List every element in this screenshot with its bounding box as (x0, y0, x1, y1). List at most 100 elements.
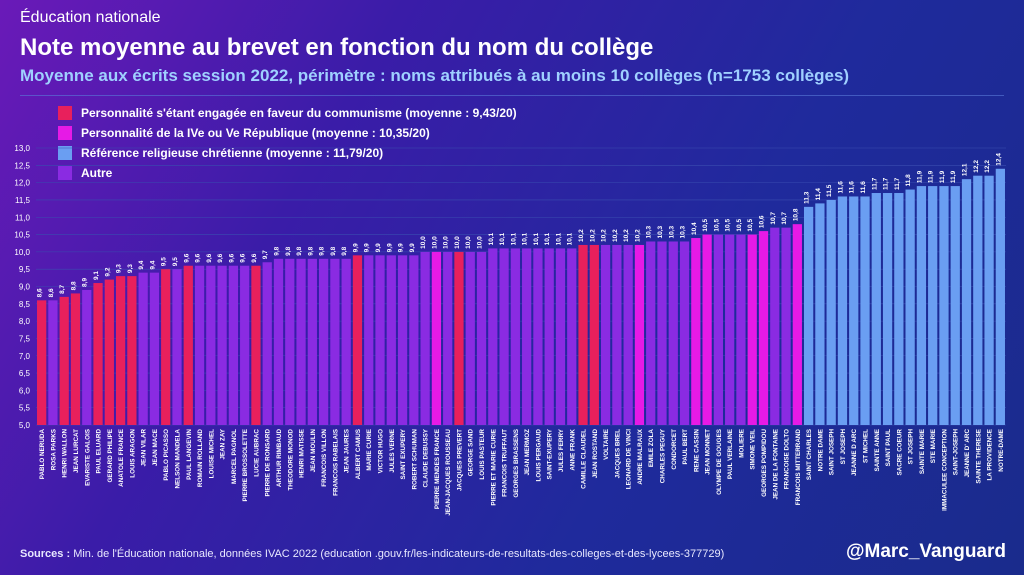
data-label: 10,6 (759, 215, 766, 228)
x-tick-label: CLAUDE DEBUSSY (423, 428, 430, 487)
y-tick-label: 11,5 (15, 196, 31, 205)
x-tick-label: SAINT-JOSEPH (953, 429, 960, 476)
data-label: 10,0 (477, 236, 484, 249)
data-label: 10,0 (454, 236, 461, 249)
legend-item-religieuse: Référence religieuse chrétienne (moyenne… (58, 143, 517, 163)
data-label: 10,1 (544, 232, 551, 245)
bar (973, 175, 983, 425)
x-tick-label: SAINT PAUL (885, 429, 892, 466)
data-label: 9,8 (319, 246, 326, 255)
y-tick-label: 6,5 (19, 369, 31, 378)
bar (815, 203, 825, 425)
data-label: 10,1 (567, 232, 574, 245)
bar (792, 224, 802, 425)
x-tick-label: RENE CASSIN (693, 429, 700, 472)
bar (115, 276, 126, 425)
bar (82, 289, 92, 425)
bar (657, 241, 667, 425)
x-tick-label: FRANCOISE DOLTO (784, 429, 791, 489)
x-tick-label: LOUISE MICHEL (208, 429, 215, 478)
bar (691, 238, 701, 425)
y-tick-label: 8,5 (19, 300, 31, 309)
bar (522, 248, 532, 425)
data-label: 11,5 (826, 184, 833, 197)
bar (330, 258, 340, 425)
bar (612, 244, 622, 425)
bar (984, 175, 994, 425)
bar (758, 231, 769, 425)
data-label: 11,6 (837, 181, 844, 194)
bar (713, 234, 724, 425)
bar (93, 283, 103, 425)
data-label: 10,3 (680, 225, 687, 238)
legend-swatch-religieuse (58, 146, 72, 160)
data-label: 8,6 (48, 288, 55, 297)
x-tick-label: EVARISTE GALOIS (84, 429, 91, 486)
x-tick-label: SACRE COEUR (896, 429, 903, 476)
data-label: 10,0 (465, 236, 472, 249)
data-label: 10,5 (736, 219, 743, 232)
data-label: 10,0 (431, 236, 438, 249)
x-tick-label: NOTRE DAME (817, 429, 824, 471)
bar (251, 265, 261, 425)
data-label: 9,6 (217, 253, 224, 262)
x-tick-label: FRANCOIS RABELAIS (332, 429, 339, 496)
data-label: 9,5 (161, 257, 168, 266)
x-tick-label: SAINT-EXUPERY (547, 428, 554, 479)
y-tick-label: 6,0 (19, 386, 31, 395)
bar (905, 189, 915, 425)
data-label: 10,2 (601, 229, 608, 242)
data-label: 9,9 (375, 243, 382, 252)
supertitle: Éducation nationale (20, 9, 161, 26)
bar (781, 227, 791, 425)
data-label: 12,2 (984, 160, 991, 173)
bar (431, 251, 442, 425)
data-label: 11,9 (928, 170, 935, 183)
x-tick-label: JULES FERRY (558, 428, 565, 472)
x-tick-label: JEAN LURCAT (73, 429, 80, 473)
data-label: 9,9 (364, 243, 371, 252)
bar (262, 262, 272, 425)
data-label: 9,1 (93, 271, 100, 280)
bar (352, 255, 363, 425)
y-tick-label: 5,0 (19, 421, 31, 430)
x-tick-label: PABLO PICASSO (163, 429, 170, 481)
data-label: 10,2 (623, 229, 630, 242)
y-tick-label: 9,5 (19, 265, 31, 274)
x-tick-label: LOUIS PASTEUR (479, 429, 486, 480)
bar (127, 276, 137, 425)
data-label: 11,8 (905, 174, 912, 187)
data-label: 11,6 (849, 181, 856, 194)
y-tick-label: 8,0 (19, 317, 31, 326)
bar (837, 196, 848, 425)
bar (544, 248, 554, 425)
x-tick-label: LA PROVIDENCE (987, 429, 994, 481)
x-tick-label: ST JOSEPH (840, 429, 847, 465)
bar (533, 248, 543, 425)
data-label: 10,5 (702, 219, 709, 232)
data-label: 9,8 (330, 246, 337, 255)
data-label: 10,7 (781, 212, 788, 225)
legend-label-communisme: Personnalité s'étant engagée en faveur d… (81, 106, 517, 120)
bar (465, 251, 475, 425)
data-label: 10,3 (646, 225, 653, 238)
data-label: 9,8 (296, 246, 303, 255)
chart-subtitle: Moyenne aux écrits session 2022, périmèt… (20, 66, 850, 85)
bar (341, 258, 351, 425)
bar (149, 272, 160, 425)
data-label: 10,5 (747, 219, 754, 232)
legend-swatch-autre (58, 166, 72, 180)
bar (183, 265, 193, 425)
chart-title: Note moyenne au brevet en fonction du no… (20, 34, 654, 61)
x-tick-label: JEAN JAURES (344, 429, 351, 473)
data-label: 11,9 (916, 170, 923, 183)
legend-label-autre: Autre (81, 166, 113, 180)
data-label: 8,8 (70, 281, 77, 290)
bar (871, 193, 881, 425)
bar (454, 251, 464, 425)
x-tick-label: OLYMPE DE GOUGES (716, 429, 723, 495)
x-tick-label: ANNE FRANK (569, 429, 576, 471)
bar (578, 244, 588, 425)
x-tick-label: JEAN MERMOZ (524, 429, 531, 476)
